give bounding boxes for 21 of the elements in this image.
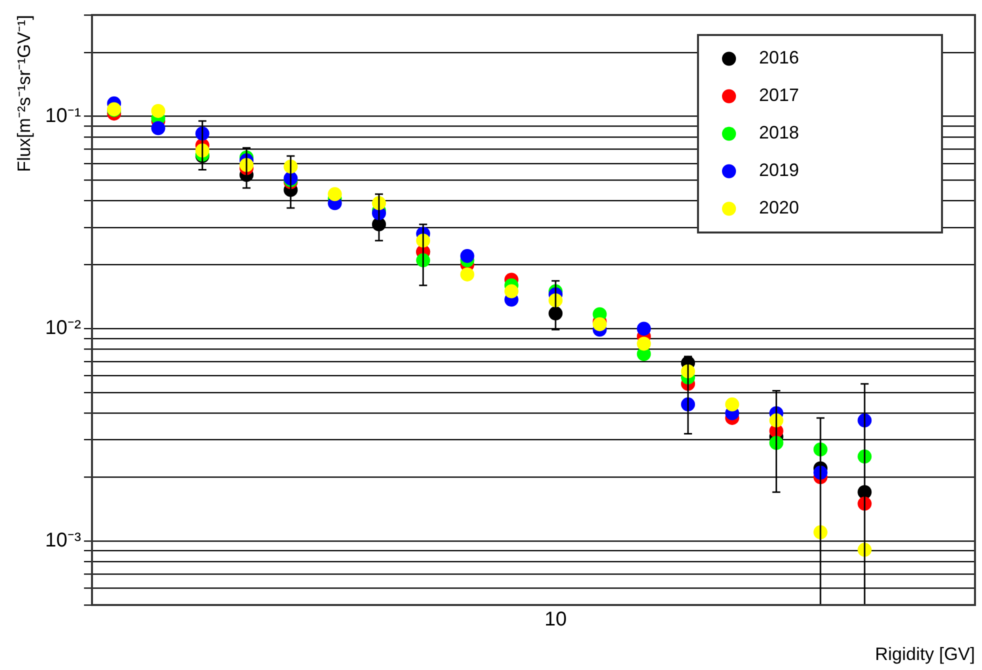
y-tick-label: 10⁻³ <box>45 530 82 552</box>
point <box>328 187 342 202</box>
point <box>460 267 474 282</box>
x-tick-label: 10 <box>544 608 567 631</box>
point <box>636 336 651 351</box>
legend-label: 2020 <box>759 198 800 218</box>
legend-label: 2018 <box>759 122 800 143</box>
y-tick-label: 10⁻¹ <box>45 104 82 127</box>
point <box>460 248 474 263</box>
y-tick-label: 10⁻² <box>45 317 82 340</box>
legend-label: 2019 <box>759 160 800 180</box>
point <box>592 317 607 332</box>
x-axis-title: Rigidity [GV] <box>874 644 975 664</box>
point <box>151 104 166 118</box>
point <box>725 397 740 412</box>
legend-label: 2017 <box>759 85 800 106</box>
point <box>636 322 651 336</box>
point <box>151 121 166 136</box>
point <box>504 284 518 298</box>
y-axis-title: Flux[m⁻²s⁻¹sr⁻¹GV⁻¹] <box>14 15 34 172</box>
legend-label: 2016 <box>759 48 800 68</box>
